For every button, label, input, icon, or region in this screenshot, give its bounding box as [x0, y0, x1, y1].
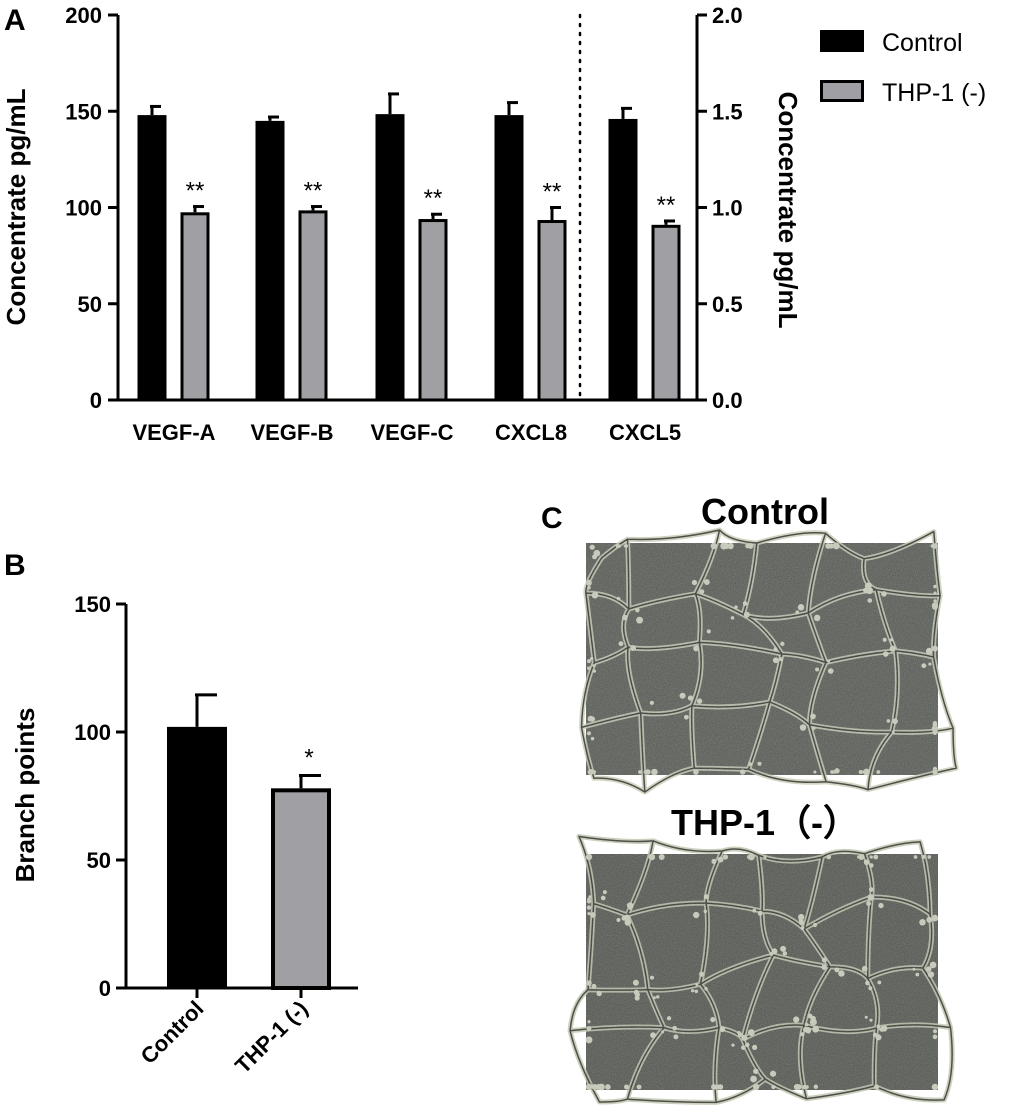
- significance-label: *: [304, 745, 313, 772]
- panel-c-title-thp1: THP-1（-）: [671, 802, 859, 843]
- x-category-label: VEGF-B: [250, 420, 333, 445]
- legend-swatch-control: [820, 30, 864, 52]
- y-tick-label: 50: [87, 848, 111, 873]
- right-y-tick-label: 0.5: [712, 292, 743, 317]
- panel-letter-b: B: [4, 549, 26, 582]
- thp1-bar: [418, 219, 448, 402]
- y-tick-label: 100: [74, 720, 111, 745]
- x-category-label: CXCL8: [495, 420, 567, 445]
- significance-label: **: [186, 178, 205, 205]
- bar-thp1: [271, 788, 331, 990]
- significance-label: **: [657, 192, 676, 219]
- right-y-tick-label: 1.5: [712, 99, 743, 124]
- panel-c-title-control: Control: [701, 491, 829, 532]
- thp1-bar: [298, 210, 328, 402]
- x-category-label: Control: [136, 996, 209, 1069]
- right-y-tick-label: 2.0: [712, 3, 743, 28]
- left-y-tick-label: 0: [90, 388, 102, 413]
- bar-control: [167, 726, 227, 988]
- x-category-label: CXCL5: [609, 420, 681, 445]
- significance-label: **: [543, 179, 562, 206]
- x-category-label: THP-1 (-): [230, 996, 312, 1078]
- left-y-tick-label: 50: [78, 292, 102, 317]
- x-category-label: VEGF-A: [132, 420, 215, 445]
- control-bar: [608, 118, 638, 400]
- left-y-axis-title: Concentrate pg/mL: [1, 88, 31, 325]
- left-y-tick-label: 200: [65, 3, 102, 28]
- control-bar: [255, 120, 285, 400]
- legend: Control THP-1 (-): [820, 29, 986, 107]
- left-y-tick-label: 150: [65, 99, 102, 124]
- x-category-label: VEGF-C: [370, 420, 453, 445]
- legend-label-thp1: THP-1 (-): [882, 79, 986, 107]
- right-y-tick-label: 0.0: [712, 388, 743, 413]
- left-y-tick-label: 100: [65, 196, 102, 221]
- thp1-bar: [651, 224, 681, 402]
- legend-label-control: Control: [882, 29, 963, 57]
- significance-label: **: [424, 185, 443, 212]
- y-tick-label: 0: [99, 976, 111, 1001]
- legend-swatch-thp1: [820, 80, 864, 102]
- panel-letter-c: C: [541, 502, 563, 535]
- panel-a-chart: 0 50 100 150 200 0.0 0.5 1.0 1.5 2.0 Concentrate p…: [1, 3, 803, 445]
- control-bar: [375, 114, 405, 400]
- significance-label: **: [304, 178, 323, 205]
- microscopy-thp1-icon: [567, 833, 955, 1105]
- right-y-axis-title: Concentrate pg/mL: [773, 92, 803, 329]
- y-axis-title: Branch points: [10, 708, 40, 883]
- control-bar: [137, 115, 167, 400]
- right-y-tick-label: 1.0: [712, 196, 743, 221]
- microscopy-control-icon: [579, 527, 959, 795]
- y-tick-label: 150: [74, 592, 111, 617]
- thp1-bar: [537, 220, 567, 402]
- panel-c: Control THP-1（-）: [567, 491, 959, 1105]
- thp1-bar: [180, 212, 210, 402]
- control-bar: [494, 115, 524, 400]
- panel-letter-a: A: [4, 4, 26, 37]
- panel-b-chart: 0 50 100 150 Branch points Control * THP-1 (-): [10, 592, 358, 1078]
